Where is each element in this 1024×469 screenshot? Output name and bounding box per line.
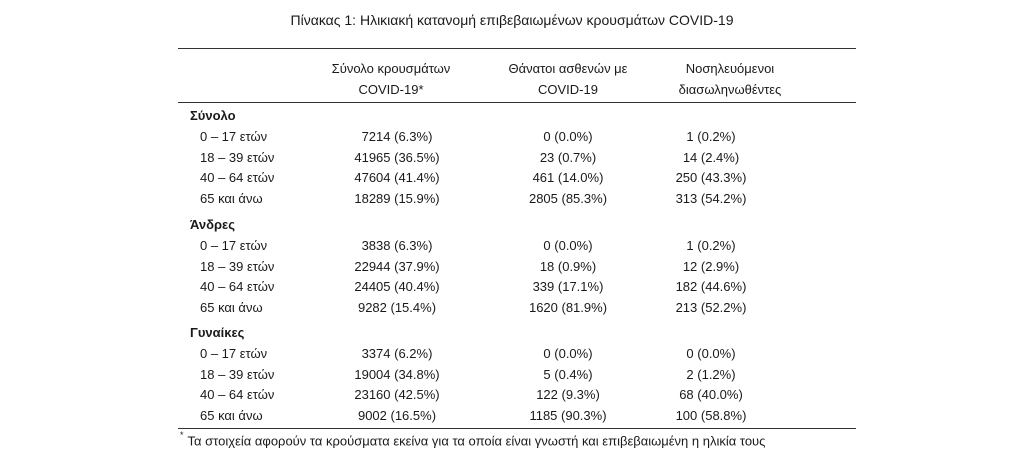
table-row: 65 και άνω 9002 (16.5%) 1185 (90.3%) 100 (5… <box>0 408 1024 426</box>
header-deaths-line2: COVID-19 <box>538 82 598 97</box>
cell-intubated: 1 (0.2%) <box>686 238 736 253</box>
row-label: 40 – 64 ετών <box>200 387 275 402</box>
cell-deaths: 0 (0.0%) <box>543 238 593 253</box>
table-row: 65 και άνω 18289 (15.9%) 2805 (85.3%) 313 (… <box>0 191 1024 209</box>
cell-deaths: 0 (0.0%) <box>543 346 593 361</box>
cell-intubated: 250 (43.3%) <box>675 170 747 185</box>
header-intubated-line2: διασωληνωθέντες <box>678 82 782 97</box>
cell-total-cases: 3374 (6.2%) <box>361 346 433 361</box>
cell-deaths: 461 (14.0%) <box>532 170 604 185</box>
row-label: 65 και άνω <box>200 190 263 206</box>
cell-total-cases: 23160 (42.5%) <box>354 387 440 402</box>
top-rule <box>178 48 856 49</box>
cell-deaths: 18 (0.9%) <box>539 258 597 274</box>
cell-intubated: 182 (44.6%) <box>675 279 747 294</box>
table-caption: Πίνακας 1: Ηλικιακή κατανομή επιβεβαιωμέ… <box>290 12 734 28</box>
section-title: Σύνολο <box>190 108 236 123</box>
cell-deaths: 1620 (81.9%) <box>528 299 608 315</box>
table-row: 0 – 17 ετών 3838 (6.3%) 0 (0.0%) 1 (0.2%) <box>0 238 1024 256</box>
cell-intubated: 68 (40.0%) <box>679 387 743 402</box>
cell-intubated: 313 (54.2%) <box>675 190 747 206</box>
cell-total-cases: 9002 (16.5%) <box>357 407 437 423</box>
row-label: 65 και άνω <box>200 407 263 423</box>
row-label: 18 – 39 ετών <box>200 149 275 165</box>
header-total-cases: Σύνολο κρουσμάτων COVID-19* <box>316 58 466 100</box>
section-title: Γυναίκες <box>190 325 245 340</box>
cell-total-cases: 47604 (41.4%) <box>354 170 440 185</box>
header-intubated: Νοσηλευόμενοι διασωληνωθέντες <box>655 58 805 100</box>
row-label: 65 και άνω <box>200 299 263 315</box>
table-row: 40 – 64 ετών 24405 (40.4%) 339 (17.1%) 182 … <box>0 279 1024 297</box>
footnote: * Τα στοιχεία αφορούν τα κρούσματα εκείνα… <box>180 430 766 449</box>
cell-deaths: 23 (0.7%) <box>539 149 597 165</box>
table-row: 18 – 39 ετών 41965 (36.5%) 23 (0.7%) 14 (2.… <box>0 150 1024 168</box>
footnote-marker: * <box>180 430 184 440</box>
cell-deaths: 0 (0.0%) <box>543 129 593 144</box>
cell-total-cases: 3838 (6.3%) <box>361 238 433 253</box>
cell-deaths: 122 (9.3%) <box>536 387 600 402</box>
table-row: 18 – 39 ετών 19004 (34.8%) 5 (0.4%) 2 (1.2%… <box>0 367 1024 385</box>
cell-total-cases: 7214 (6.3%) <box>361 129 433 144</box>
row-label: 0 – 17 ετών <box>200 238 268 253</box>
row-label: 0 – 17 ετών <box>200 346 268 361</box>
bottom-rule <box>178 428 856 429</box>
cell-total-cases: 41965 (36.5%) <box>354 149 440 165</box>
header-deaths: Θάνατοι ασθενών με COVID-19 <box>493 58 643 100</box>
table-row: 65 και άνω 9282 (15.4%) 1620 (81.9%) 213 (5… <box>0 300 1024 318</box>
cell-intubated: 213 (52.2%) <box>675 299 747 315</box>
cell-total-cases: 24405 (40.4%) <box>354 279 440 294</box>
table-row: 0 – 17 ετών 7214 (6.3%) 0 (0.0%) 1 (0.2%) <box>0 129 1024 147</box>
header-total-cases-line1: Σύνολο κρουσμάτων <box>331 61 451 76</box>
row-label: 18 – 39 ετών <box>200 366 275 382</box>
cell-total-cases: 22944 (37.9%) <box>354 258 440 274</box>
cell-intubated: 0 (0.0%) <box>686 346 736 361</box>
table-row: 0 – 17 ετών 3374 (6.2%) 0 (0.0%) 0 (0.0%) <box>0 346 1024 364</box>
cell-intubated: 14 (2.4%) <box>682 149 740 165</box>
header-deaths-line1: Θάνατοι ασθενών με <box>508 61 628 76</box>
cell-intubated: 100 (58.8%) <box>675 407 747 423</box>
cell-deaths: 1185 (90.3%) <box>529 407 607 423</box>
cell-total-cases: 9282 (15.4%) <box>357 299 437 315</box>
footnote-text: Τα στοιχεία αφορούν τα κρούσματα εκείνα … <box>187 433 766 449</box>
header-intubated-line1: Νοσηλευόμενοι <box>685 61 775 76</box>
row-label: 0 – 17 ετών <box>200 129 268 144</box>
header-rule <box>178 102 856 103</box>
row-label: 40 – 64 ετών <box>200 170 275 185</box>
cell-intubated: 1 (0.2%) <box>686 129 736 144</box>
cell-intubated: 2 (1.2%) <box>686 366 736 382</box>
cell-deaths: 2805 (85.3%) <box>528 190 608 206</box>
table-row: 18 – 39 ετών 22944 (37.9%) 18 (0.9%) 12 (2.… <box>0 259 1024 277</box>
row-label: 40 – 64 ετών <box>200 279 275 294</box>
cell-total-cases: 19004 (34.8%) <box>354 366 440 382</box>
cell-deaths: 5 (0.4%) <box>543 366 593 382</box>
cell-intubated: 12 (2.9%) <box>682 258 740 274</box>
section-title: Άνδρες <box>190 217 235 232</box>
cell-total-cases: 18289 (15.9%) <box>354 190 440 206</box>
table-row: 40 – 64 ετών 47604 (41.4%) 461 (14.0%) 250 … <box>0 170 1024 188</box>
cell-deaths: 339 (17.1%) <box>532 279 604 294</box>
table-row: 40 – 64 ετών 23160 (42.5%) 122 (9.3%) 68 (4… <box>0 387 1024 405</box>
row-label: 18 – 39 ετών <box>200 258 275 274</box>
header-total-cases-line2: COVID-19* <box>358 82 424 97</box>
